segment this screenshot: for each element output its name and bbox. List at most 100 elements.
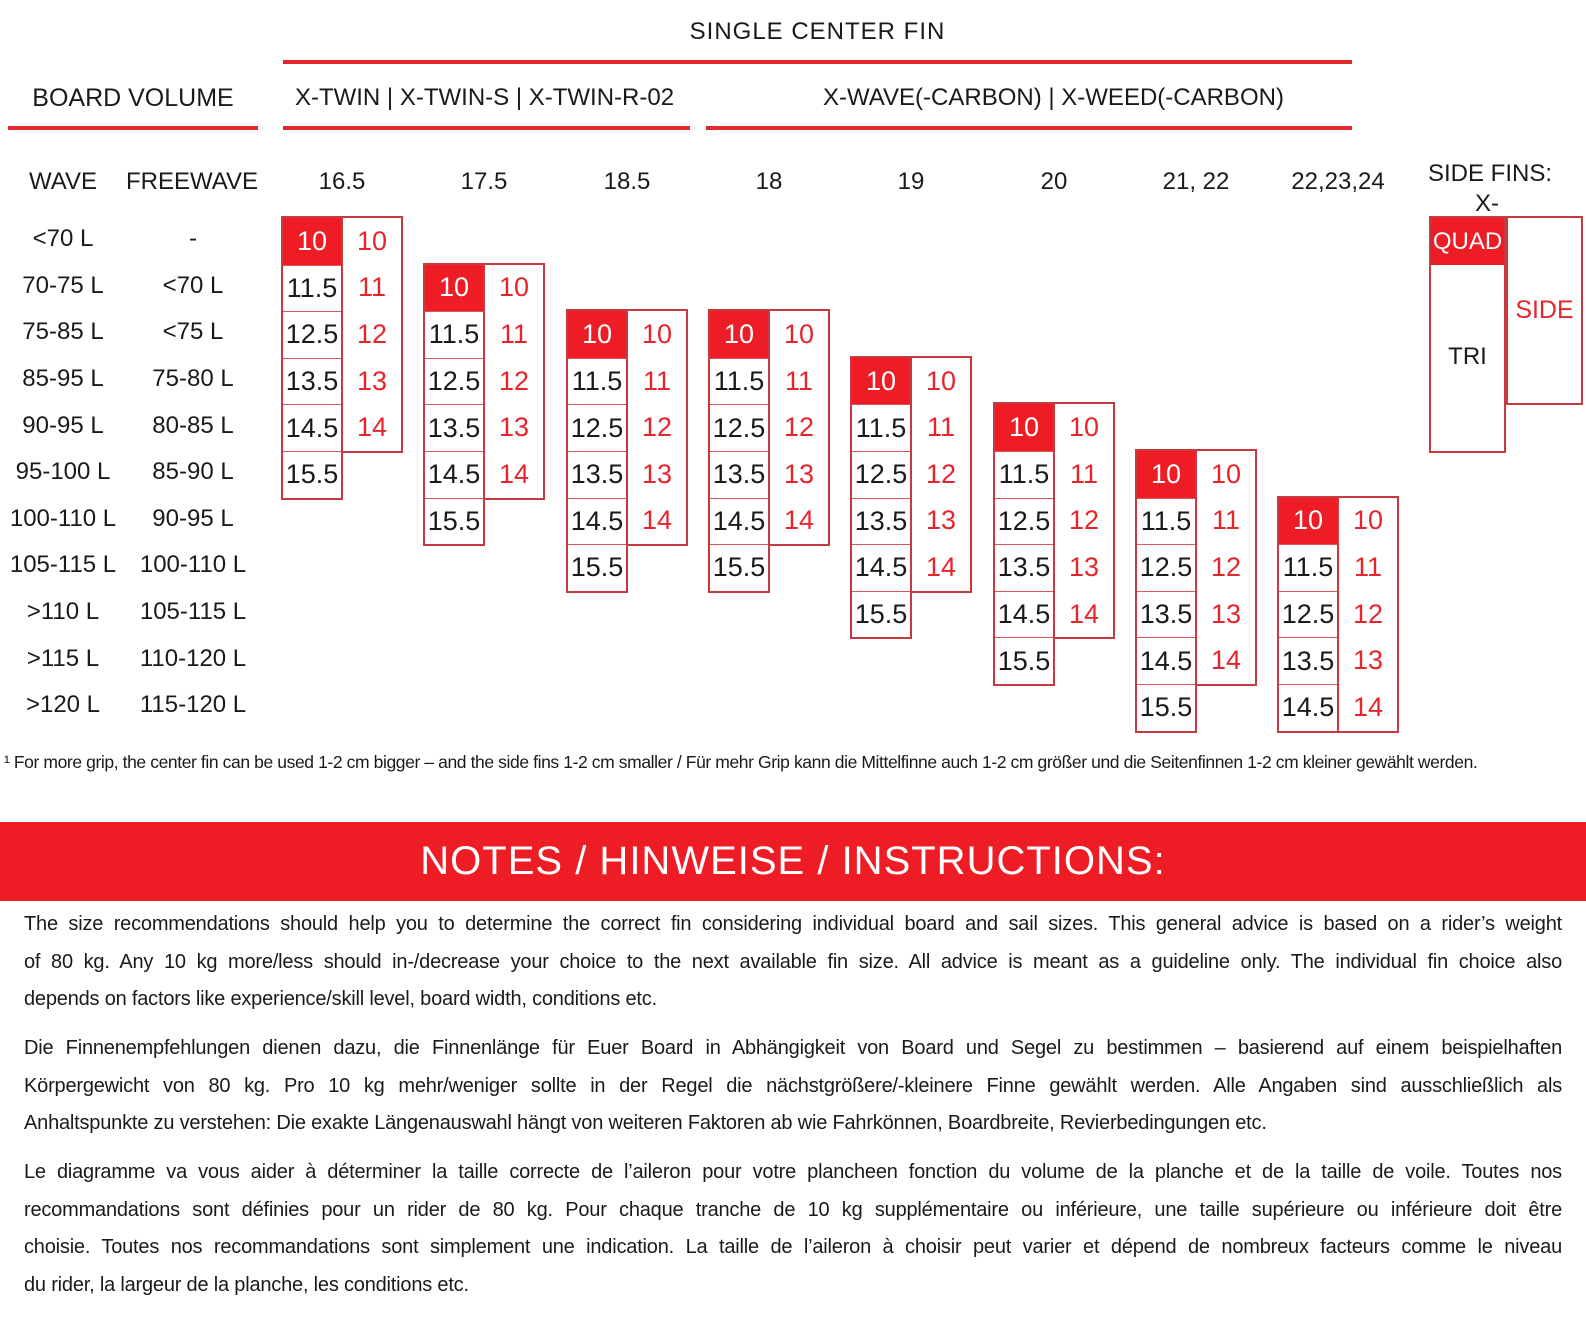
- x-twin-underline: [283, 126, 690, 130]
- legend-tri-cell: TRI: [1448, 343, 1487, 370]
- center-fin-cell: 10: [1279, 497, 1337, 545]
- side-fin-cell: 14: [1068, 598, 1100, 629]
- side-fin-cell: 12: [1210, 551, 1242, 582]
- column-header-wave: WAVE: [28, 168, 97, 195]
- center-fin-cell: 14.5: [1279, 683, 1337, 731]
- sail-size-header: 21, 22: [1162, 168, 1230, 195]
- side-fin-cell: 14: [1210, 645, 1242, 676]
- center-fin-cell: 13.5: [995, 544, 1053, 591]
- center-fin-cell: 11.5: [1137, 497, 1195, 545]
- notes-banner: NOTES / HINWEISE / INSTRUCTIONS:: [0, 822, 1586, 901]
- board-volume-freewave-label: 100-110 L: [139, 551, 247, 579]
- sail-size-header: 22,23,24: [1291, 168, 1385, 195]
- side-fin-cell: 13: [1068, 551, 1100, 582]
- center-fin-cell: 10: [710, 311, 768, 358]
- notes-english-line: The size recommendations should help you…: [24, 913, 1562, 935]
- notes-german: Die Finnenempfehlungen dienen dazu, die …: [24, 1030, 1562, 1143]
- board-volume-freewave-label: 105-115 L: [139, 598, 247, 626]
- center-fin-cell: 14.5: [568, 497, 626, 545]
- notes-english: The size recommendations should help you…: [24, 906, 1562, 1019]
- side-fin-cell: 13: [641, 458, 673, 489]
- sail-size-header: 18: [755, 168, 783, 195]
- center-fin-cell: 13.5: [425, 404, 483, 451]
- side-fin-column: 10 11 12 13 14: [341, 216, 403, 453]
- side-fin-cell: 10: [1068, 412, 1100, 443]
- side-fin-cell: 12: [641, 412, 673, 443]
- side-fin-cell: 12: [356, 318, 388, 349]
- side-fin-cell: 10: [1352, 505, 1384, 536]
- side-fin-cell: 13: [356, 365, 388, 396]
- side-fin-column: 10 11 12 13 14: [626, 309, 688, 547]
- notes-german-line: Die Finnenempfehlungen dienen dazu, die …: [24, 1037, 1562, 1059]
- legend-center-fin-box: QUAD TRI: [1429, 216, 1506, 453]
- center-fin-cell: 12.5: [710, 404, 768, 451]
- center-fin-column: 10 11.5 12.5 13.5 14.5 15.5: [1135, 449, 1197, 733]
- center-fin-cell: 15.5: [710, 544, 768, 591]
- board-volume-wave-label: 75-85 L: [22, 318, 104, 346]
- side-fin-cell: 10: [783, 318, 815, 349]
- footnote: ¹ For more grip, the center fin can be u…: [4, 752, 1478, 772]
- center-fin-cell: 14.5: [1137, 637, 1195, 684]
- side-fins-subheading: X-: [1475, 190, 1499, 217]
- center-fin-cell: 12.5: [1279, 590, 1337, 638]
- board-volume-freewave-label: <70 L: [162, 271, 224, 299]
- center-fin-cell: 15.5: [568, 544, 626, 591]
- center-fin-cell: 14.5: [710, 497, 768, 545]
- center-fin-column: 10 11.5 12.5 13.5 14.5: [1277, 495, 1339, 733]
- legend-side-cell: SIDE: [1515, 296, 1574, 324]
- sail-size-header: 16.5: [318, 168, 366, 195]
- notes-english-line: of 80 kg. Any 10 kg more/less should in-…: [24, 950, 1562, 973]
- center-fin-cell: 10: [283, 218, 341, 265]
- center-fin-cell: 10: [568, 311, 626, 358]
- center-fin-cell: 12.5: [852, 450, 910, 498]
- side-fin-cell: 10: [925, 365, 957, 396]
- center-fin-cell: 12.5: [425, 357, 483, 405]
- notes-french-line: choisie. Toutes nos recommandations sont…: [24, 1236, 1562, 1258]
- board-volume-freewave-label: 90-95 L: [152, 504, 234, 532]
- board-volume-wave-label: >120 L: [25, 691, 101, 719]
- side-fin-cell: 13: [783, 458, 815, 489]
- side-fin-cell: 11: [1211, 505, 1241, 536]
- side-fin-cell: 10: [1210, 458, 1242, 489]
- center-fin-cell: 10: [995, 404, 1053, 451]
- center-fin-cell: 12.5: [283, 311, 341, 358]
- board-volume-wave-label: 85-95 L: [22, 365, 104, 393]
- side-fin-column: 10 11 12 13 14: [1195, 449, 1257, 686]
- side-fin-cell: 12: [1068, 505, 1100, 536]
- side-fin-cell: 12: [783, 412, 815, 443]
- side-fin-cell: 10: [356, 225, 388, 256]
- notes-banner-text: NOTES / HINWEISE / INSTRUCTIONS:: [420, 839, 1166, 883]
- board-volume-wave-label: 90-95 L: [22, 411, 104, 439]
- center-fin-cell: 12.5: [995, 497, 1053, 545]
- notes-french-line: recommandations sont définies pour un ri…: [24, 1198, 1562, 1221]
- center-fin-cell: 13.5: [1137, 590, 1195, 638]
- center-fin-cell: 14.5: [425, 450, 483, 498]
- board-volume-freewave-label: 110-120 L: [139, 644, 247, 672]
- side-fin-column: 10 11 12 13 14: [768, 309, 830, 547]
- side-fins-heading: SIDE FINS:: [1427, 160, 1553, 187]
- side-fin-cell: 14: [498, 458, 530, 489]
- center-fin-cell: 11.5: [710, 357, 768, 405]
- board-volume-freewave-label: <75 L: [162, 318, 224, 346]
- side-fin-column: 10 11 12 13 14: [910, 355, 972, 593]
- side-fin-cell: 12: [1352, 598, 1384, 629]
- side-fin-cell: 13: [498, 412, 530, 443]
- center-fin-cell: 11.5: [283, 264, 341, 312]
- notes-english-line: depends on factors like experience/skill…: [24, 988, 657, 1010]
- center-fin-column: 10 11.5 12.5 13.5 14.5 15.5: [281, 216, 343, 500]
- center-fin-cell: 15.5: [425, 497, 483, 545]
- side-fin-cell: 14: [356, 412, 388, 443]
- side-fin-cell: 14: [925, 551, 957, 582]
- center-fin-cell: 10: [1137, 451, 1195, 498]
- board-volume-wave-label: 100-110 L: [9, 504, 117, 532]
- center-fin-cell: 12.5: [568, 404, 626, 451]
- sail-size-header: 19: [897, 168, 925, 195]
- center-fin-cell: 11.5: [568, 357, 626, 405]
- center-fin-column: 10 11.5 12.5 13.5 14.5 15.5: [850, 355, 912, 640]
- board-volume-wave-label: <70 L: [32, 225, 94, 253]
- center-fin-cell: 15.5: [283, 450, 341, 498]
- side-fin-cell: 11: [357, 272, 387, 303]
- center-fin-column: 10 11.5 12.5 13.5 14.5 15.5: [993, 402, 1055, 686]
- center-fin-cell: 13.5: [852, 497, 910, 545]
- center-fin-cell: 12.5: [1137, 544, 1195, 591]
